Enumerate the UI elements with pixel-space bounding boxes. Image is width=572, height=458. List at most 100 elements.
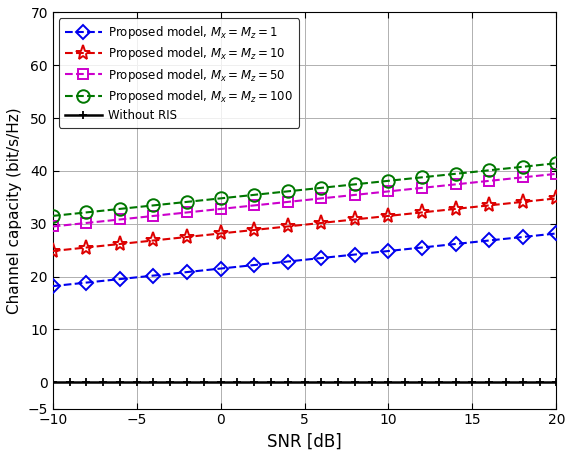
Without RIS <box>536 380 543 385</box>
Proposed model, $M_x = M_z = 10$ <box>234 229 241 234</box>
Line: Proposed model, $M_x = M_z = 10$: Proposed model, $M_x = M_z = 10$ <box>45 191 564 259</box>
Proposed model, $M_x = M_z = 100$ <box>100 208 106 213</box>
Proposed model, $M_x = M_z = 10$ <box>503 201 510 207</box>
Without RIS <box>66 380 73 385</box>
Without RIS <box>335 380 341 385</box>
Proposed model, $M_x = M_z = 1$ <box>83 280 90 285</box>
Proposed model, $M_x = M_z = 50$ <box>117 217 124 222</box>
Without RIS <box>419 380 426 385</box>
Without RIS <box>100 380 106 385</box>
Proposed model, $M_x = M_z = 1$ <box>368 250 375 256</box>
Without RIS <box>184 380 190 385</box>
Proposed model, $M_x = M_z = 10$ <box>66 246 73 252</box>
Proposed model, $M_x = M_z = 1$ <box>519 234 526 240</box>
Proposed model, $M_x = M_z = 100$ <box>49 213 56 218</box>
Proposed model, $M_x = M_z = 50$ <box>318 196 325 201</box>
Proposed model, $M_x = M_z = 50$ <box>368 191 375 196</box>
Proposed model, $M_x = M_z = 50$ <box>503 176 510 182</box>
Without RIS <box>402 380 408 385</box>
Proposed model, $M_x = M_z = 10$ <box>49 248 56 254</box>
Without RIS <box>452 380 459 385</box>
Proposed model, $M_x = M_z = 100$ <box>318 185 325 191</box>
Without RIS <box>318 380 325 385</box>
Proposed model, $M_x = M_z = 100$ <box>184 199 190 205</box>
Proposed model, $M_x = M_z = 50$ <box>150 213 157 219</box>
Line: Proposed model, $M_x = M_z = 1$: Proposed model, $M_x = M_z = 1$ <box>48 229 561 291</box>
Proposed model, $M_x = M_z = 50$ <box>519 174 526 180</box>
Proposed model, $M_x = M_z = 1$ <box>301 257 308 262</box>
Proposed model, $M_x = M_z = 1$ <box>234 264 241 270</box>
Proposed model, $M_x = M_z = 1$ <box>49 284 56 289</box>
Line: Without RIS: Without RIS <box>49 378 561 387</box>
Proposed model, $M_x = M_z = 1$ <box>553 231 560 236</box>
Proposed model, $M_x = M_z = 1$ <box>117 276 124 282</box>
Proposed model, $M_x = M_z = 50$ <box>284 199 291 205</box>
Proposed model, $M_x = M_z = 10$ <box>301 222 308 228</box>
Proposed model, $M_x = M_z = 100$ <box>167 201 174 207</box>
Proposed model, $M_x = M_z = 10$ <box>335 218 341 224</box>
Proposed model, $M_x = M_z = 50$ <box>83 220 90 226</box>
Without RIS <box>519 380 526 385</box>
Proposed model, $M_x = M_z = 100$ <box>419 174 426 180</box>
Without RIS <box>503 380 510 385</box>
Proposed model, $M_x = M_z = 50$ <box>419 185 426 191</box>
Proposed model, $M_x = M_z = 50$ <box>184 210 190 215</box>
Proposed model, $M_x = M_z = 10$ <box>318 220 325 226</box>
Proposed model, $M_x = M_z = 10$ <box>284 224 291 229</box>
Without RIS <box>251 380 257 385</box>
Proposed model, $M_x = M_z = 100$ <box>486 168 492 173</box>
Proposed model, $M_x = M_z = 100$ <box>351 181 358 187</box>
Proposed model, $M_x = M_z = 50$ <box>553 171 560 177</box>
Proposed model, $M_x = M_z = 1$ <box>335 254 341 259</box>
Proposed model, $M_x = M_z = 50$ <box>301 197 308 203</box>
Legend: Proposed model, $M_x = M_z = 1$, Proposed model, $M_x = M_z = 10$, Proposed mode: Proposed model, $M_x = M_z = 1$, Propose… <box>59 18 299 128</box>
Proposed model, $M_x = M_z = 50$ <box>133 215 140 220</box>
Proposed model, $M_x = M_z = 50$ <box>351 192 358 198</box>
Proposed model, $M_x = M_z = 50$ <box>268 201 275 207</box>
Proposed model, $M_x = M_z = 1$ <box>184 269 190 275</box>
Proposed model, $M_x = M_z = 10$ <box>133 240 140 245</box>
Proposed model, $M_x = M_z = 100$ <box>335 183 341 189</box>
Proposed model, $M_x = M_z = 50$ <box>536 173 543 178</box>
Proposed model, $M_x = M_z = 50$ <box>49 224 56 229</box>
Proposed model, $M_x = M_z = 10$ <box>519 199 526 205</box>
Proposed model, $M_x = M_z = 1$ <box>268 261 275 266</box>
Proposed model, $M_x = M_z = 50$ <box>402 187 408 192</box>
Proposed model, $M_x = M_z = 10$ <box>184 234 190 240</box>
Without RIS <box>284 380 291 385</box>
Proposed model, $M_x = M_z = 100$ <box>301 187 308 192</box>
Proposed model, $M_x = M_z = 100$ <box>402 176 408 182</box>
Proposed model, $M_x = M_z = 50$ <box>452 182 459 187</box>
Proposed model, $M_x = M_z = 10$ <box>536 197 543 203</box>
Without RIS <box>268 380 275 385</box>
Proposed model, $M_x = M_z = 50$ <box>200 208 207 213</box>
Proposed model, $M_x = M_z = 10$ <box>351 217 358 222</box>
Without RIS <box>234 380 241 385</box>
Proposed model, $M_x = M_z = 100$ <box>385 178 392 184</box>
Proposed model, $M_x = M_z = 1$ <box>200 267 207 273</box>
Proposed model, $M_x = M_z = 1$ <box>452 241 459 247</box>
Proposed model, $M_x = M_z = 1$ <box>385 248 392 254</box>
Proposed model, $M_x = M_z = 10$ <box>419 210 426 215</box>
Without RIS <box>117 380 124 385</box>
Proposed model, $M_x = M_z = 50$ <box>469 180 476 185</box>
Without RIS <box>301 380 308 385</box>
Proposed model, $M_x = M_z = 1$ <box>486 238 492 243</box>
Proposed model, $M_x = M_z = 1$ <box>284 259 291 264</box>
Proposed model, $M_x = M_z = 1$ <box>167 271 174 277</box>
Proposed model, $M_x = M_z = 100$ <box>469 169 476 175</box>
Proposed model, $M_x = M_z = 10$ <box>385 213 392 218</box>
Proposed model, $M_x = M_z = 50$ <box>234 204 241 210</box>
Line: Proposed model, $M_x = M_z = 50$: Proposed model, $M_x = M_z = 50$ <box>48 169 561 231</box>
Proposed model, $M_x = M_z = 10$ <box>200 233 207 238</box>
Without RIS <box>150 380 157 385</box>
Proposed model, $M_x = M_z = 1$ <box>402 246 408 252</box>
Proposed model, $M_x = M_z = 100$ <box>200 197 207 203</box>
Proposed model, $M_x = M_z = 1$ <box>251 262 257 268</box>
Proposed model, $M_x = M_z = 10$ <box>117 241 124 247</box>
Proposed model, $M_x = M_z = 1$ <box>100 278 106 284</box>
Proposed model, $M_x = M_z = 1$ <box>351 252 358 257</box>
Proposed model, $M_x = M_z = 100$ <box>519 164 526 169</box>
Proposed model, $M_x = M_z = 10$ <box>435 208 442 213</box>
Proposed model, $M_x = M_z = 1$ <box>435 243 442 249</box>
